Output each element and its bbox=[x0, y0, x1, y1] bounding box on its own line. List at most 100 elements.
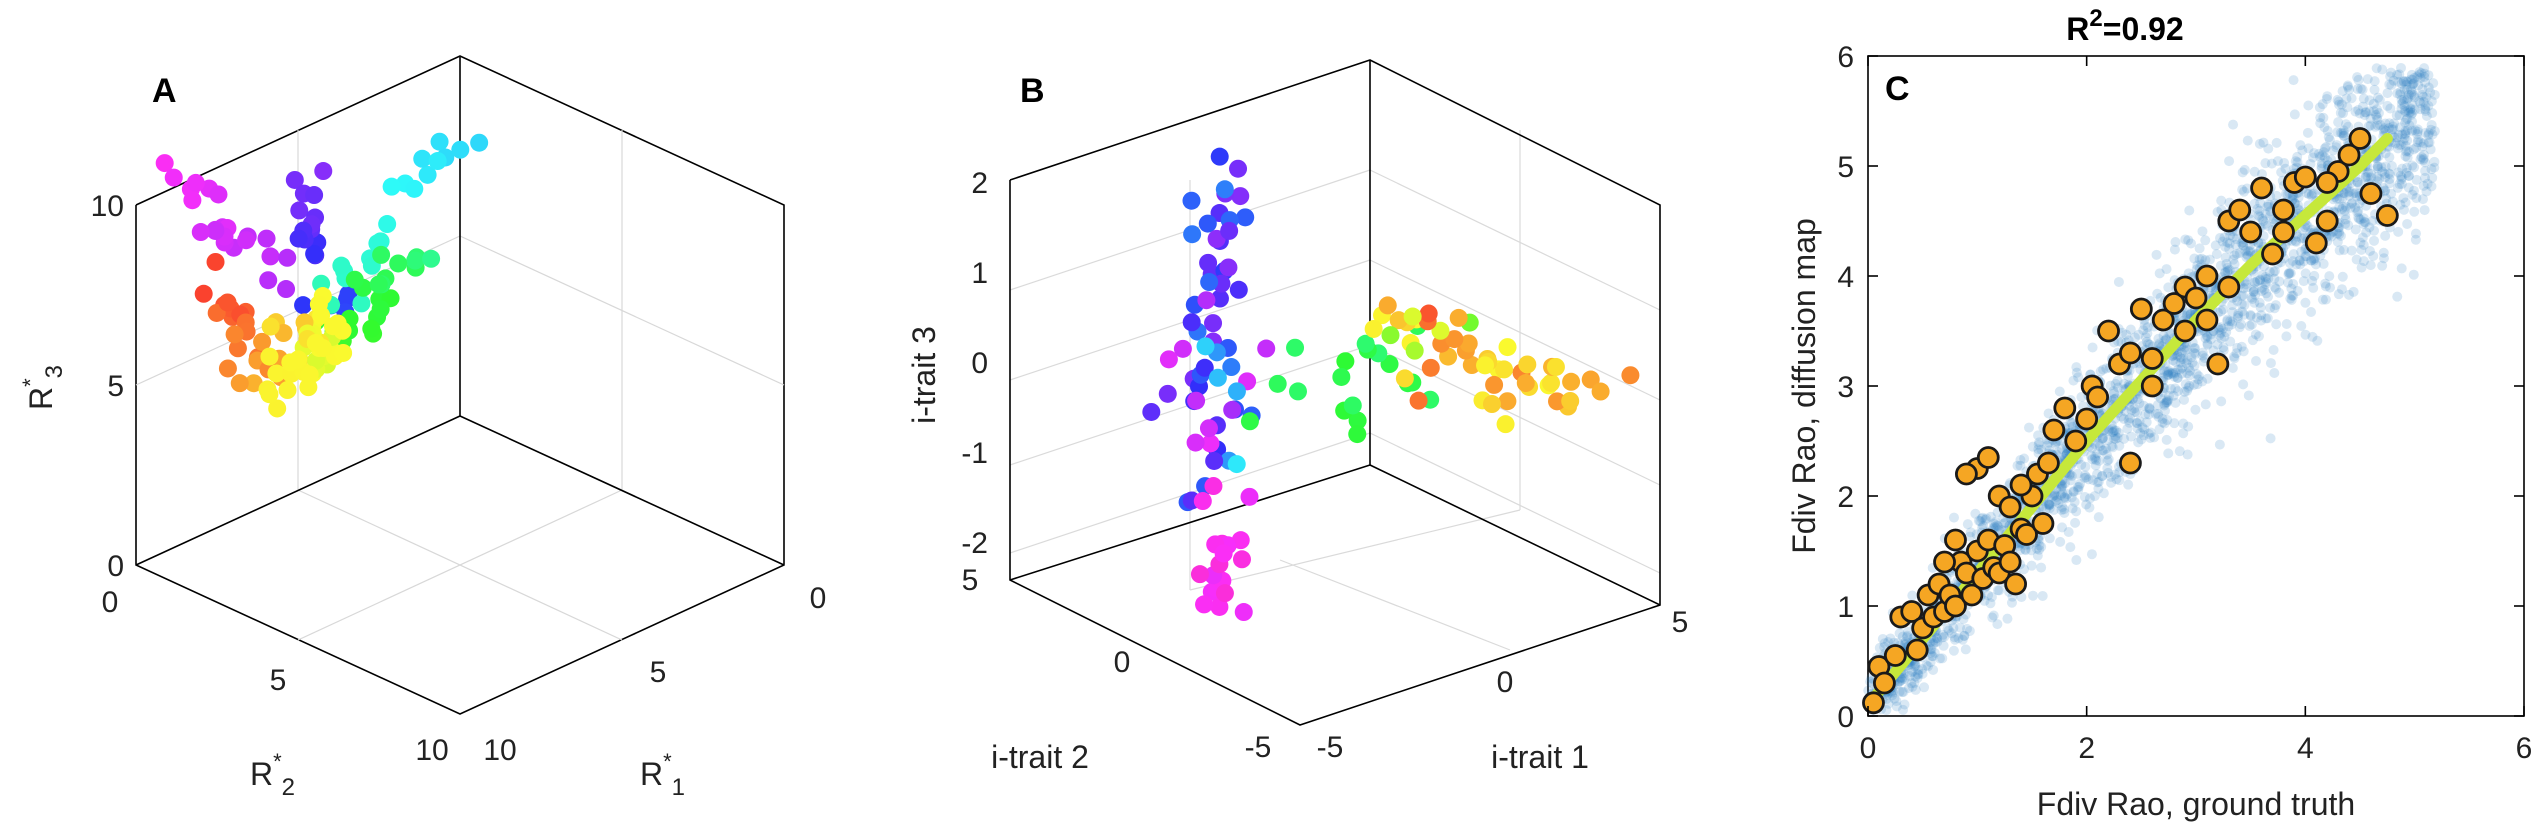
cloud-point bbox=[2291, 259, 2302, 270]
cloud-point bbox=[2019, 453, 2030, 464]
cloud-point bbox=[2407, 160, 2418, 171]
cloud-point bbox=[2253, 210, 2264, 221]
cloud-point bbox=[2393, 129, 2404, 140]
sample-point bbox=[2086, 385, 2110, 409]
cloud-point bbox=[2224, 238, 2235, 249]
cloud-point bbox=[2400, 76, 2411, 87]
panel-a-xtick-5: 5 bbox=[650, 656, 667, 689]
panel-a-point bbox=[382, 177, 401, 196]
cloud-point bbox=[2093, 455, 2104, 466]
cloud-point bbox=[2414, 69, 2425, 80]
cloud-point bbox=[2044, 533, 2055, 544]
cloud-point bbox=[2103, 435, 2114, 446]
cloud-point bbox=[2154, 338, 2165, 349]
cloud-point bbox=[2354, 213, 2365, 224]
cloud-point bbox=[2179, 345, 2190, 356]
cloud-point bbox=[1897, 631, 1908, 642]
cloud-point bbox=[2335, 107, 2346, 118]
cloud-point bbox=[2408, 79, 2419, 90]
cloud-point bbox=[2352, 177, 2363, 188]
cloud-point bbox=[2079, 491, 2090, 502]
cloud-point bbox=[2285, 293, 2296, 304]
y-tick-label: 1 bbox=[1837, 591, 1854, 624]
cloud-point bbox=[2157, 417, 2168, 428]
cloud-point bbox=[2034, 544, 2045, 555]
sample-point bbox=[1900, 600, 1924, 623]
cloud-point bbox=[2379, 185, 2390, 196]
cloud-point bbox=[2119, 378, 2130, 389]
cloud-point bbox=[2172, 373, 2183, 384]
cloud-point bbox=[1895, 676, 1906, 687]
cloud-point bbox=[2426, 181, 2437, 192]
cloud-point bbox=[2415, 137, 2426, 148]
cloud-point bbox=[2159, 335, 2170, 346]
cloud-point bbox=[2190, 343, 2201, 354]
panel-b-point bbox=[1210, 289, 1229, 308]
cloud-point bbox=[2169, 418, 2180, 429]
cloud-point bbox=[2418, 138, 2429, 149]
panel-a-point bbox=[155, 154, 174, 173]
cloud-point bbox=[1909, 677, 1920, 688]
cloud-point bbox=[2205, 329, 2216, 340]
sample-point bbox=[2075, 407, 2099, 431]
cloud-point bbox=[2240, 245, 2251, 256]
panel-a-ylabel: R*2 bbox=[250, 749, 295, 801]
cloud-point bbox=[2348, 286, 2359, 297]
cloud-point bbox=[2089, 491, 2100, 502]
cloud-point bbox=[2263, 201, 2274, 212]
cloud-point bbox=[2061, 493, 2072, 504]
cloud-point bbox=[1946, 628, 1957, 639]
panel-b-point bbox=[1193, 492, 1212, 511]
cloud-point bbox=[2057, 480, 2068, 491]
cloud-point bbox=[2406, 116, 2417, 127]
cloud-point bbox=[2353, 212, 2364, 223]
cloud-point bbox=[2067, 421, 2078, 432]
cloud-point bbox=[2020, 545, 2031, 556]
cloud-point bbox=[2260, 273, 2271, 284]
cloud-point bbox=[1910, 684, 1921, 695]
cloud-point bbox=[2197, 376, 2208, 387]
cloud-point bbox=[2202, 338, 2213, 349]
cloud-point bbox=[2168, 355, 2179, 366]
cloud-point bbox=[2289, 109, 2300, 120]
cloud-point bbox=[2384, 174, 2395, 185]
panel-a-point bbox=[225, 325, 244, 344]
cloud-point bbox=[2144, 404, 2155, 415]
cloud-point bbox=[2379, 123, 2390, 134]
cloud-point bbox=[2109, 469, 2120, 480]
cloud-point bbox=[2350, 224, 2361, 235]
panel-a-point bbox=[261, 247, 280, 266]
cloud-point bbox=[2149, 432, 2160, 443]
cloud-point bbox=[2423, 82, 2434, 93]
cloud-point bbox=[2293, 200, 2304, 211]
cloud-point bbox=[2182, 368, 2193, 379]
panel-b-point bbox=[1288, 382, 1307, 401]
cloud-point bbox=[2339, 205, 2350, 216]
cloud-point bbox=[1897, 687, 1908, 698]
cloud-point bbox=[2229, 259, 2240, 270]
cloud-point bbox=[2220, 241, 2231, 252]
cloud-point bbox=[2368, 106, 2379, 117]
cloud-point bbox=[2111, 474, 2122, 485]
cloud-point bbox=[2394, 140, 2405, 151]
panel-b-point bbox=[1227, 382, 1246, 401]
cloud-point bbox=[2158, 330, 2169, 341]
cloud-point bbox=[2410, 125, 2421, 136]
panel-a-point bbox=[230, 374, 249, 393]
cloud-point bbox=[2405, 104, 2416, 115]
cloud-point bbox=[2369, 225, 2380, 236]
cloud-point bbox=[2396, 103, 2407, 114]
cloud-point bbox=[1899, 674, 1910, 685]
cloud-point bbox=[2337, 192, 2348, 203]
sample-point bbox=[2195, 308, 2219, 332]
cloud-point bbox=[2044, 500, 2055, 511]
cloud-point bbox=[2392, 69, 2403, 80]
cloud-point bbox=[1896, 674, 1907, 685]
cloud-point bbox=[1925, 657, 1936, 668]
cloud-point bbox=[2429, 126, 2440, 137]
panel-b-point bbox=[1142, 402, 1161, 421]
cloud-point bbox=[2393, 167, 2404, 178]
panel-b-point bbox=[1229, 280, 1248, 299]
cloud-point bbox=[2232, 296, 2243, 307]
cloud-point bbox=[2175, 357, 2186, 368]
